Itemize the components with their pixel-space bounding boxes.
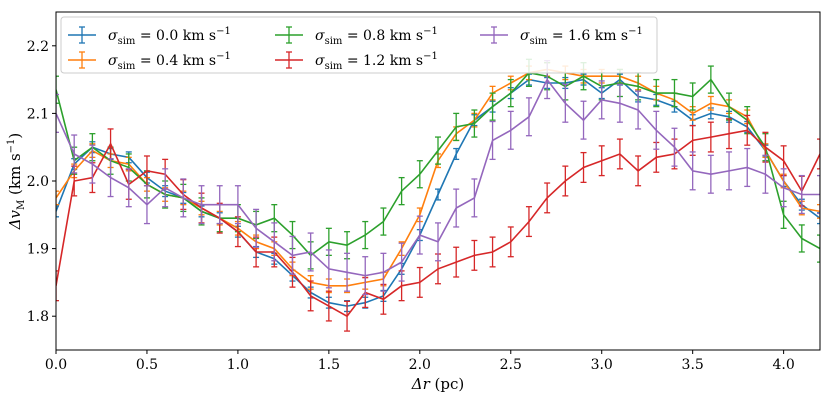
y-tick-label: 2.0 — [27, 174, 49, 190]
legend-label: σsim = 0.4 km s−1 — [108, 51, 231, 72]
legend-item: σsim = 0.4 km s−1 — [68, 51, 231, 72]
x-tick-label: 1.5 — [318, 357, 340, 373]
legend-label: σsim = 0.8 km s−1 — [315, 26, 438, 47]
legend-box — [60, 16, 658, 74]
x-tick-label: 2.0 — [409, 357, 431, 373]
x-tick-label: 0.0 — [45, 357, 67, 373]
legend: σsim = 0.0 km s−1 σsim = 0.4 km s−1 σsim =… — [60, 16, 658, 74]
y-axis-label: ΔvM (km s−1) — [6, 133, 27, 231]
legend-item: σsim = 1.6 km s−1 — [480, 26, 643, 47]
legend-label: σsim = 1.2 km s−1 — [315, 51, 438, 72]
y-tick-label: 2.1 — [27, 106, 49, 122]
series-line — [56, 78, 820, 277]
y-tick-label: 1.8 — [27, 309, 49, 325]
x-tick-label: 2.5 — [500, 357, 522, 373]
legend-item: σsim = 0.8 km s−1 — [275, 26, 438, 47]
x-tick-label: 0.5 — [136, 357, 158, 373]
series-layer — [56, 58, 820, 332]
legend-item: σsim = 1.2 km s−1 — [275, 51, 438, 72]
x-tick-label: 1.0 — [227, 357, 249, 373]
legend-label: σsim = 1.6 km s−1 — [520, 26, 643, 47]
legend-item: σsim = 0.0 km s−1 — [68, 26, 231, 47]
x-tick-label: 3.0 — [591, 357, 613, 373]
y-tick-label: 2.2 — [27, 39, 49, 55]
x-tick-label: 4.0 — [772, 357, 794, 373]
legend-label: σsim = 0.0 km s−1 — [108, 26, 231, 47]
y-tick-label: 1.9 — [27, 242, 49, 258]
ticks-layer: 0.0 0.5 1.0 1.5 2.0 2.5 3.0 3.5 4.0 1.8 1.9 2.0 2.1 2… — [27, 39, 795, 373]
x-tick-label: 3.5 — [682, 357, 704, 373]
x-axis-label: Δr (pc) — [411, 375, 465, 393]
series-4 — [56, 60, 820, 296]
